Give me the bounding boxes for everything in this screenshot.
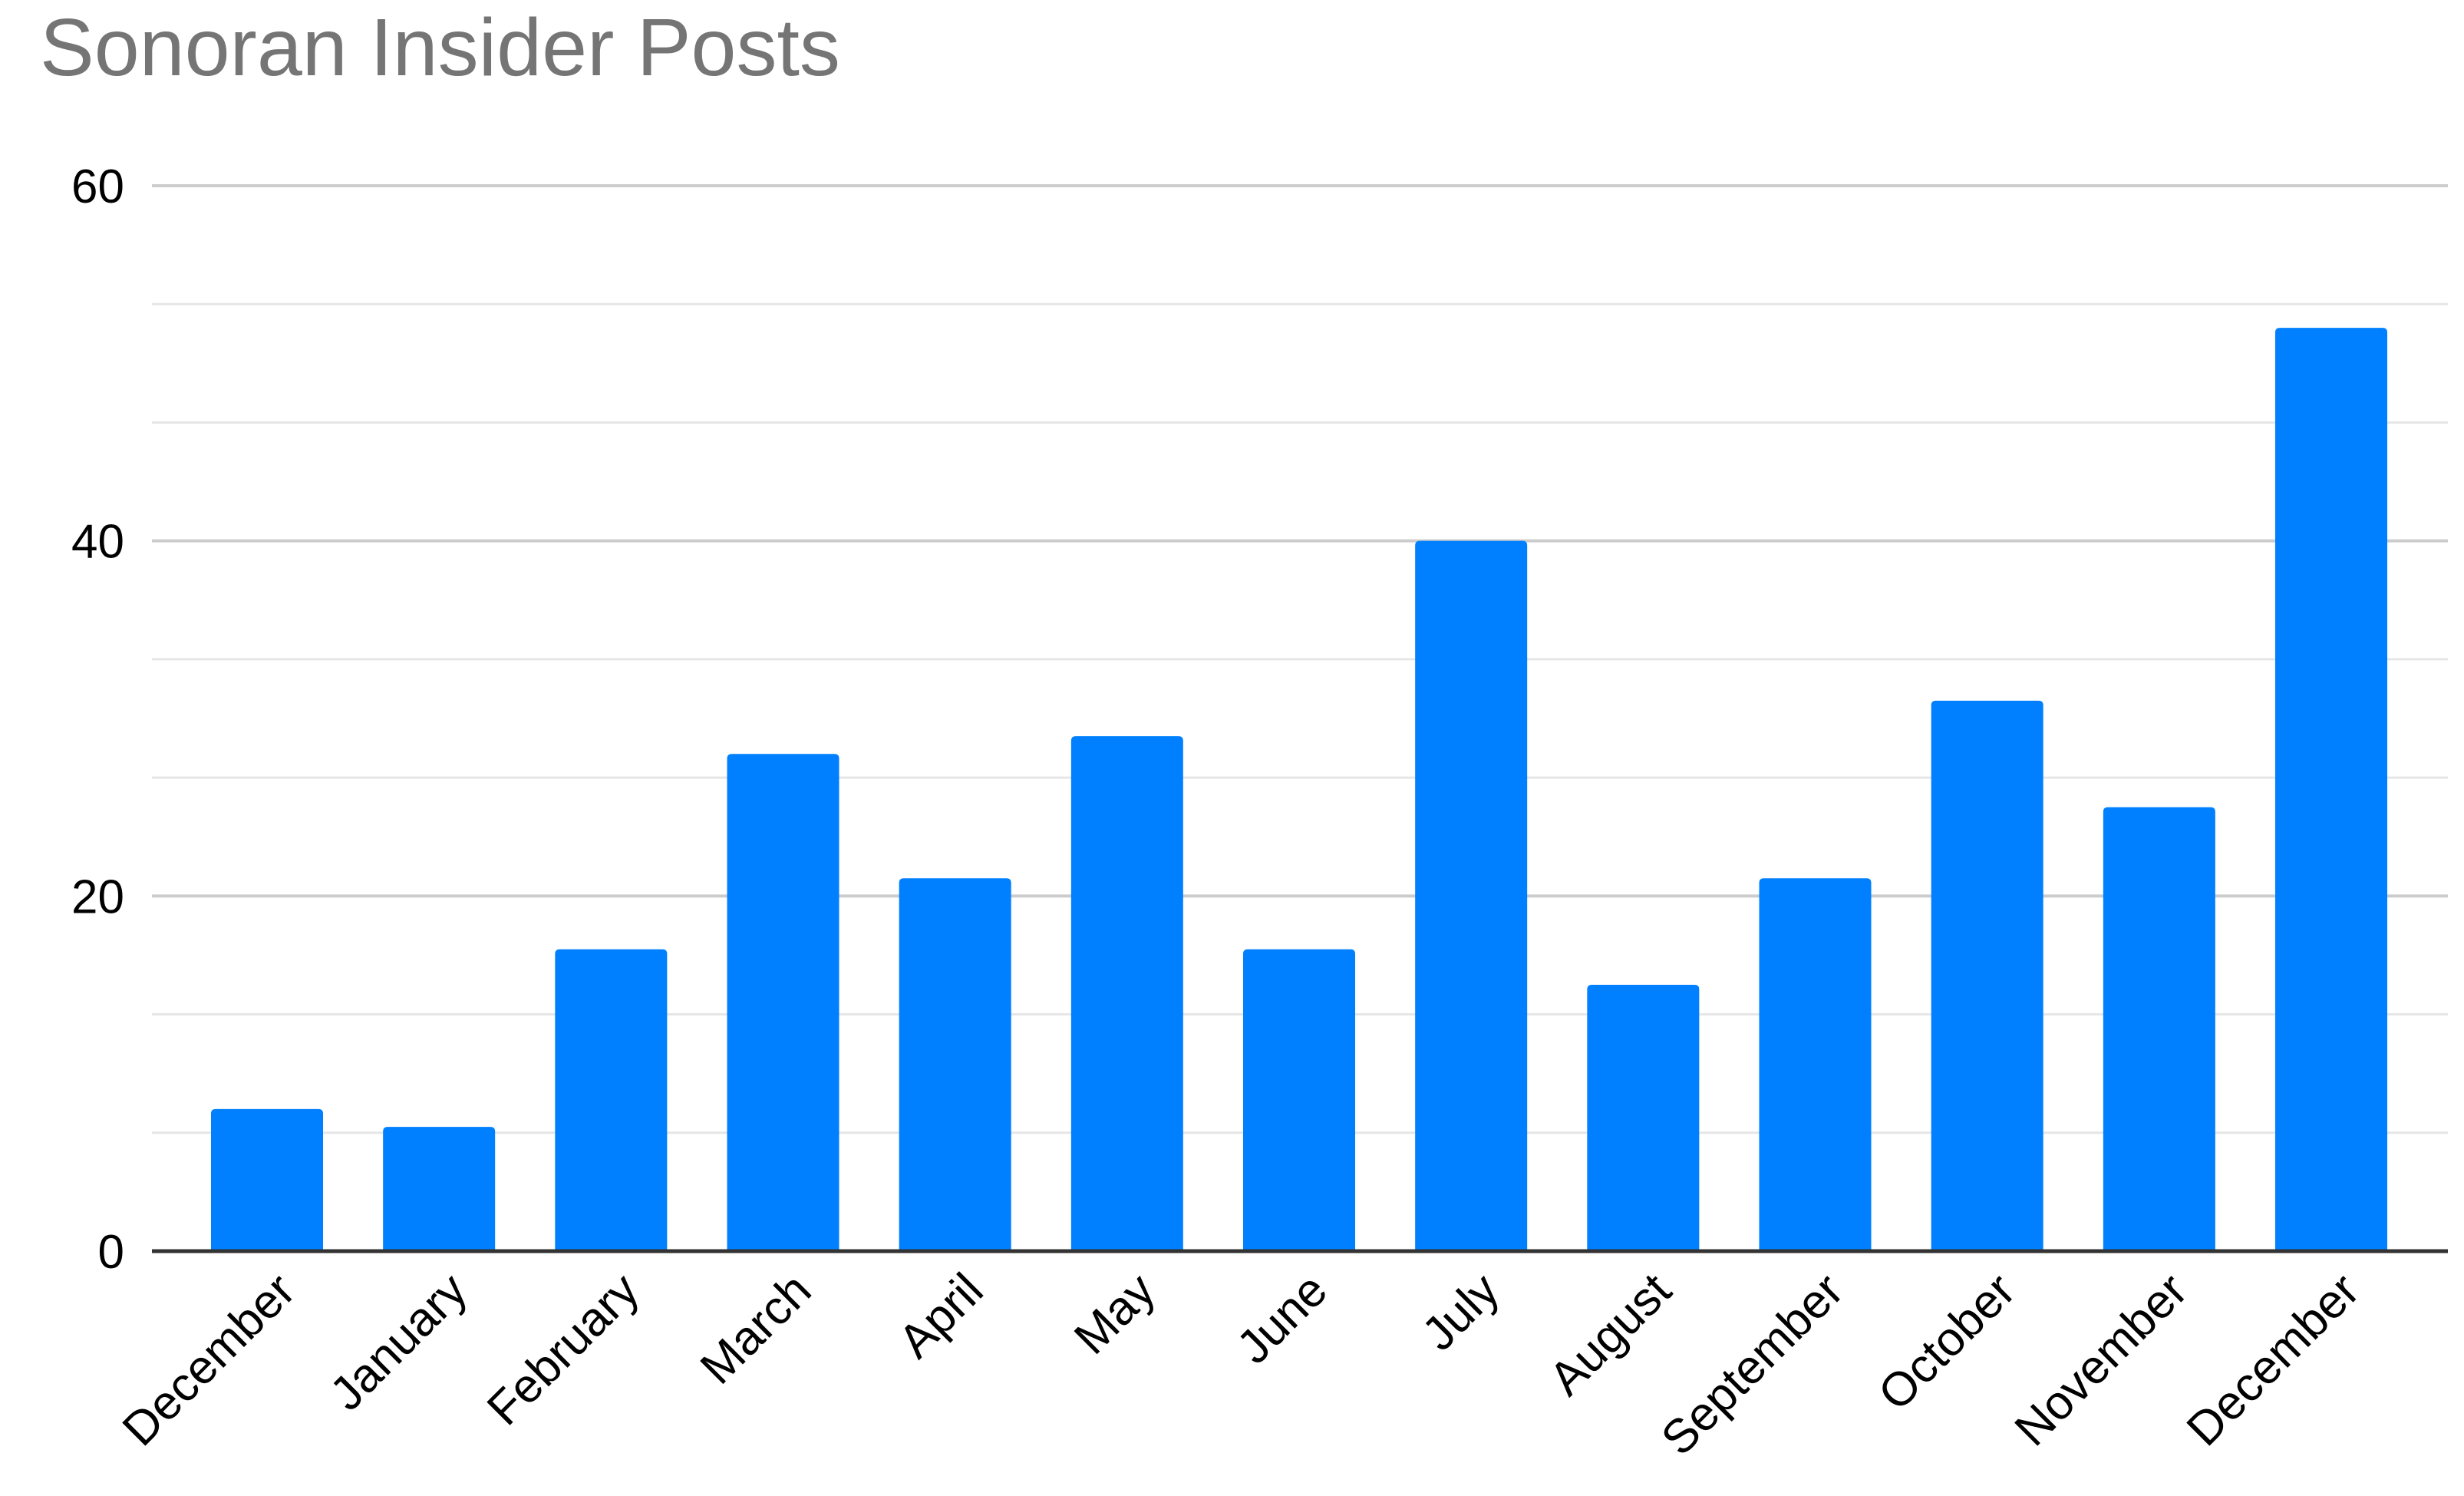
- bar-april-4: [899, 878, 1011, 1251]
- x-tick-label: December: [2177, 1263, 2370, 1456]
- y-tick-label: 0: [98, 1226, 124, 1279]
- x-tick-label: May: [1064, 1263, 1166, 1365]
- x-tick-label: April: [889, 1263, 993, 1368]
- bar-march-3: [727, 754, 839, 1251]
- x-tick-label: November: [2005, 1263, 2198, 1456]
- x-tick-label: February: [477, 1263, 649, 1435]
- x-tick-label: July: [1412, 1263, 1509, 1361]
- bars: [211, 328, 2387, 1252]
- bar-february-2: [555, 949, 668, 1251]
- bar-july-7: [1415, 540, 1528, 1251]
- x-tick-label: September: [1651, 1263, 1853, 1465]
- y-tick-label: 40: [71, 516, 124, 569]
- y-tick-label: 20: [71, 870, 124, 923]
- x-tick-label: March: [691, 1263, 822, 1395]
- bar-june-6: [1243, 949, 1355, 1251]
- y-tick-label: 60: [71, 160, 124, 213]
- x-tick-label: December: [113, 1263, 305, 1456]
- x-tick-label: October: [1869, 1263, 2026, 1421]
- bar-december-0: [211, 1108, 323, 1251]
- chart-title: Sonoran Insider Posts: [40, 2, 840, 93]
- x-tick-label: June: [1227, 1263, 1338, 1374]
- bar-november-11: [2103, 807, 2215, 1251]
- bar-september-9: [1759, 878, 1872, 1251]
- x-tick-label: January: [320, 1263, 477, 1421]
- bar-december-12: [2275, 328, 2387, 1252]
- bar-october-10: [1931, 700, 2043, 1251]
- bar-may-5: [1070, 736, 1183, 1251]
- bar-january-1: [383, 1127, 496, 1251]
- x-tick-label: August: [1539, 1263, 1681, 1405]
- bar-august-8: [1587, 985, 1700, 1251]
